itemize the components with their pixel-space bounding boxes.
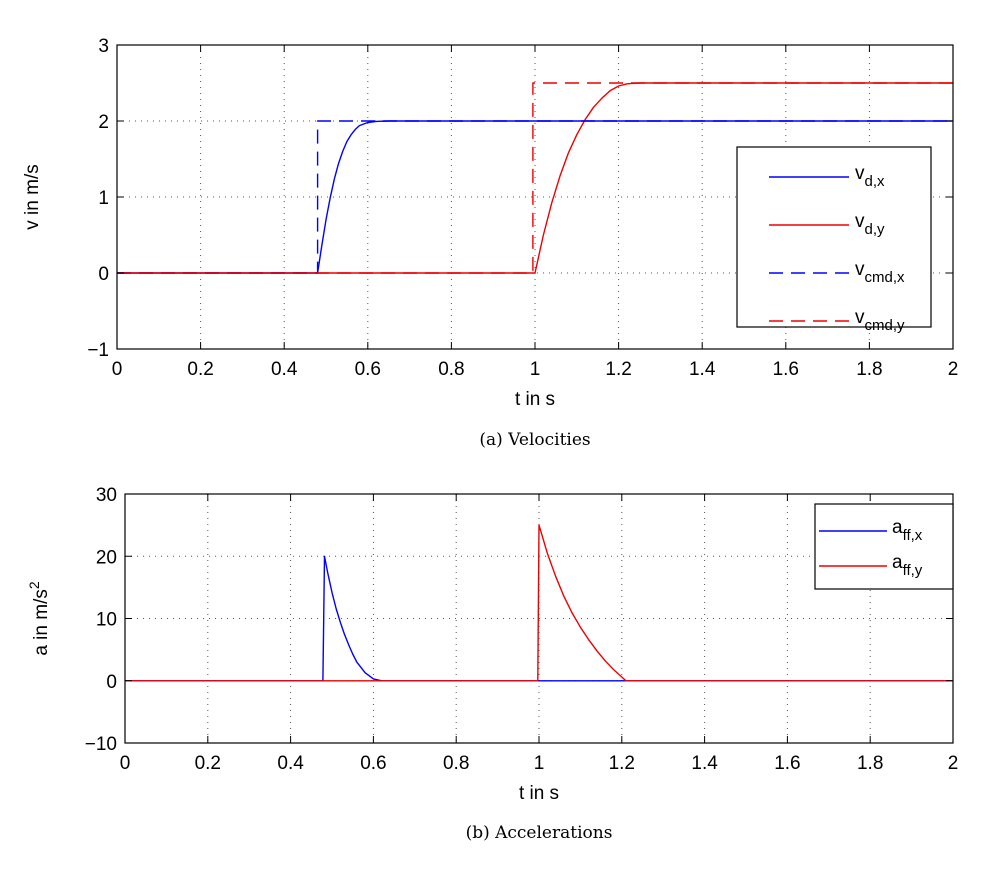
acceleration-xtick-label: 0.6 [360,753,386,774]
velocity-caption: (a) Velocities [479,430,590,450]
velocity-legend-label-sub: cmd,y [865,317,906,334]
acceleration-ytick-label: 30 [96,485,117,506]
acceleration-xtick-label: 0.4 [277,753,304,774]
acceleration-ylabel-sup: 2 [26,581,42,589]
velocity-xtick-label: 0 [112,359,123,380]
velocity-xtick-label: 1.6 [773,359,799,380]
velocity-ytick-label: −1 [87,340,109,361]
velocity-xtick-label: 1.2 [605,359,631,380]
acceleration-xtick-label: 1.2 [609,753,635,774]
velocity-series-cmd-y [117,82,953,274]
velocity-legend-label-sub: d,x [865,173,886,190]
acceleration-ytick-label: 10 [96,610,117,631]
acceleration-legend-label: aff,x [892,517,923,544]
velocity-xtick-label: 0.6 [355,359,381,380]
velocity-legend-label-main: v [855,307,865,328]
velocity-series-d-y [117,82,953,274]
acceleration-xtick-label: 0.8 [443,753,469,774]
velocity-ylabel: v in m/s [22,164,43,229]
velocity-ylabel-main: v in m/s [22,164,43,229]
acceleration-legend-label-main: a [892,552,903,573]
velocity-legend-label-sub: d,y [865,221,886,238]
acceleration-ytick-label: 20 [96,547,117,568]
velocity-xtick-label: 0.2 [187,359,213,380]
velocity-xtick-label: 1.8 [856,359,882,380]
velocity-xtick-label: 0.8 [438,359,464,380]
velocity-legend-label-main: v [855,163,865,184]
acceleration-legend-label-main: a [892,517,903,538]
acceleration-series-ff-x [125,555,953,682]
acceleration-xtick-label: 0 [120,753,131,774]
acceleration-legend-label: aff,y [892,552,923,579]
velocity-legend-label-sub: cmd,x [865,269,906,286]
acceleration-xtick-label: 1 [534,753,545,774]
velocity-xtick-label: 1 [530,359,541,380]
velocity-legend-label: vd,y [855,211,885,238]
acceleration-ytick-label: 0 [106,672,117,693]
acceleration-caption: (b) Accelerations [466,823,613,843]
acceleration-xtick-label: 1.4 [691,753,718,774]
acceleration-ylabel: a in m/s2 [26,581,52,656]
velocity-legend-label-main: v [855,211,865,232]
acceleration-legend-box [814,503,954,590]
acceleration-legend-label-sub: ff,y [903,562,923,579]
velocity-xtick-label: 1.4 [689,359,716,380]
velocity-ytick-label: 0 [98,264,109,285]
acceleration-series-ff-y [125,524,953,682]
acceleration-ylabel-main: a in m/s [31,589,52,656]
acceleration-xtick-label: 0.2 [195,753,221,774]
acceleration-legend-label-sub: ff,x [903,527,923,544]
velocity-legend-box [736,146,932,328]
acceleration-xtick-label: 1.6 [774,753,800,774]
velocity-legend-label: vcmd,y [855,307,905,334]
velocity-legend-label: vd,x [855,163,885,190]
velocity-ytick-label: 2 [98,112,109,133]
acceleration-ytick-label: −10 [85,734,117,755]
acceleration-xtick-label: 1.8 [857,753,883,774]
velocity-xlabel: t in s [515,389,555,410]
velocity-ytick-label: 3 [98,36,109,57]
velocity-series-d-x [117,120,953,274]
velocity-xtick-label: 2 [948,359,959,380]
velocity-legend-label: vcmd,x [855,259,905,286]
velocity-ytick-label: 1 [98,188,109,209]
acceleration-xtick-label: 2 [948,753,959,774]
velocity-legend-label-main: v [855,259,865,280]
acceleration-xlabel: t in s [519,783,559,804]
velocity-xtick-label: 0.4 [271,359,298,380]
